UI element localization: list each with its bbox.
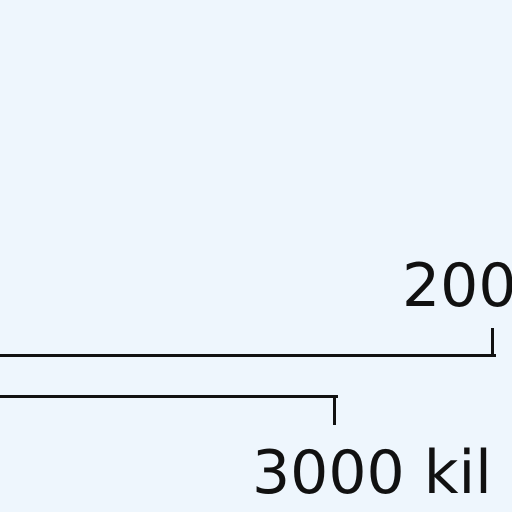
- scale-upper-label: 200: [402, 251, 512, 321]
- scale-lower-tick: [333, 395, 336, 425]
- scale-upper-bar: [0, 354, 496, 357]
- scale-lower-label: 3000 kil: [252, 438, 492, 508]
- scale-lower-bar: [0, 395, 338, 398]
- scale-upper-tick: [491, 328, 494, 357]
